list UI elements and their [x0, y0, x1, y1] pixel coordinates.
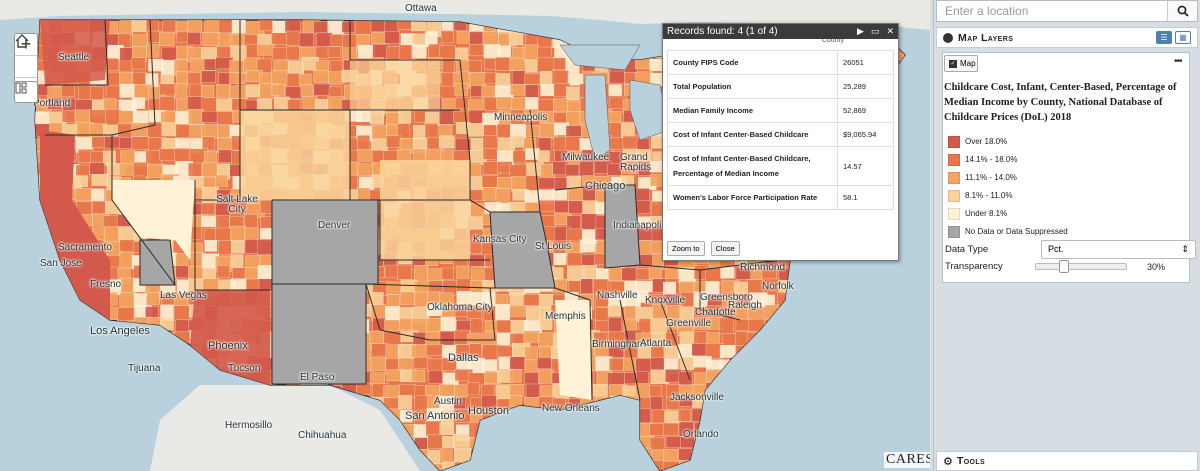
- map-layers-header[interactable]: Map Layers ☰ ▦: [936, 27, 1198, 48]
- legend-list: Over 18.0% 14.1% - 18.0% 11.1% - 14.0% 8.1%…: [948, 134, 1068, 242]
- legend-swatch: [948, 153, 960, 166]
- next-record-icon[interactable]: ▶: [857, 26, 864, 36]
- attribute-value: 52,869: [837, 98, 894, 123]
- map-layer-button[interactable]: ✓ Map: [944, 55, 978, 72]
- legend-item: Under 8.1%: [948, 206, 1068, 221]
- legend-label: Under 8.1%: [965, 209, 1008, 218]
- more-options-icon[interactable]: •••: [1174, 56, 1182, 67]
- map-canvas[interactable]: Seattle Portland Sacramento San Jose Fre…: [0, 0, 930, 471]
- location-search: Enter a location: [936, 0, 1198, 22]
- data-type-select[interactable]: Pct. ⇕: [1041, 240, 1196, 259]
- legend-item: Over 18.0%: [948, 134, 1068, 149]
- maximize-icon[interactable]: ▭: [870, 26, 880, 36]
- records-popup: Records found: 4 (1 of 4) ▶ ▭ ✕ County C…: [662, 23, 899, 261]
- attribute-value: $9,065.94: [837, 122, 894, 147]
- popup-footer: Zoom to Close: [667, 241, 740, 256]
- dark-regions: [40, 20, 270, 385]
- canada-land: [0, 0, 930, 30]
- close-button[interactable]: Close: [710, 241, 740, 256]
- attribute-key: County FIPS Code: [667, 50, 838, 75]
- gear-icon: ⚙: [943, 455, 953, 468]
- grid-view-icon[interactable]: ▦: [1175, 31, 1191, 44]
- tools-title: Tools: [956, 455, 986, 467]
- popup-header: Records found: 4 (1 of 4) ▶ ▭ ✕: [663, 24, 898, 39]
- legend-swatch: [948, 225, 960, 238]
- legend-label: 11.1% - 14.0%: [965, 173, 1017, 182]
- data-type-value: Pct.: [1048, 244, 1064, 254]
- home-icon: [15, 34, 29, 48]
- table-row: County FIPS Code 26051: [667, 50, 894, 75]
- transparency-label: Transparency: [945, 261, 1003, 272]
- map-layers-title: Map Layers: [958, 31, 1014, 44]
- data-type-label: Data Type: [945, 244, 989, 255]
- globe-icon: [943, 32, 953, 43]
- slider-handle[interactable]: [1058, 260, 1069, 273]
- no-data-areas: [139, 184, 641, 385]
- table-row: Total Population 25,289: [667, 74, 894, 99]
- attribute-table: County FIPS Code 26051 Total Population 25,…: [667, 50, 894, 210]
- light-regions: [112, 60, 592, 400]
- close-icon[interactable]: ✕: [886, 26, 894, 36]
- zoom-to-button[interactable]: Zoom to: [667, 241, 705, 256]
- mexico-land: [150, 385, 420, 471]
- attribute-key: Median Family Income: [667, 98, 838, 123]
- table-row: Women's Labor Force Participation Rate 58…: [667, 185, 894, 210]
- select-arrows-icon: ⇕: [1181, 244, 1189, 254]
- legend-label: No Data or Data Suppressed: [965, 227, 1068, 236]
- side-panel: Enter a location Map Layers ☰ ▦ ✓ Map ••…: [933, 0, 1200, 471]
- attribute-value: 14.57: [837, 146, 894, 186]
- transparency-slider[interactable]: [1035, 260, 1127, 273]
- attribute-key: Cost of Infant Center-Based Childcare, P…: [667, 146, 838, 186]
- legend-toggle-button[interactable]: [14, 81, 38, 103]
- partial-header: County: [821, 39, 844, 44]
- legend-icon: [15, 82, 27, 94]
- legend-swatch: [948, 135, 960, 148]
- home-button[interactable]: [15, 34, 37, 78]
- table-row: Median Family Income 52,869: [667, 98, 894, 123]
- legend-item: 14.1% - 18.0%: [948, 152, 1068, 167]
- tools-header[interactable]: ⚙ Tools: [936, 451, 1198, 471]
- attribute-value: 26051: [837, 50, 894, 75]
- table-row: Cost of Infant Center-Based Childcare, P…: [667, 146, 894, 186]
- legend-swatch: [948, 207, 960, 220]
- attribute-value: 58.1: [837, 185, 894, 210]
- search-icon: [1177, 5, 1189, 17]
- legend-swatch: [948, 189, 960, 202]
- map-button-label: Map: [960, 59, 976, 68]
- legend-item: 8.1% - 11.0%: [948, 188, 1068, 203]
- legend-swatch: [948, 171, 960, 184]
- data-type-row: Data Type Pct. ⇕: [945, 240, 1196, 259]
- legend-label: 8.1% - 11.0%: [965, 191, 1013, 200]
- legend-label: 14.1% - 18.0%: [965, 155, 1018, 164]
- legend-item: No Data or Data Suppressed: [948, 224, 1068, 239]
- list-view-icon[interactable]: ☰: [1156, 31, 1172, 44]
- attribute-key: Cost of Infant Center-Based Childcare: [667, 122, 838, 147]
- transparency-value: 30%: [1147, 261, 1166, 272]
- attribute-value: 25,289: [837, 74, 894, 99]
- popup-body[interactable]: County County FIPS Code 26051 Total Popula…: [667, 39, 894, 250]
- popup-title: Records found: 4 (1 of 4): [667, 26, 778, 37]
- checkbox-icon[interactable]: ✓: [949, 59, 957, 68]
- table-row: Cost of Infant Center-Based Childcare $9,…: [667, 122, 894, 147]
- legend-label: Over 18.0%: [965, 137, 1008, 146]
- legend-item: 11.1% - 14.0%: [948, 170, 1068, 185]
- transparency-row: Transparency 30%: [945, 260, 1185, 273]
- attribute-key: Total Population: [667, 74, 838, 99]
- location-input[interactable]: Enter a location: [945, 4, 1029, 18]
- search-button[interactable]: [1167, 1, 1197, 21]
- cares-logo: CARES: [884, 452, 930, 468]
- layer-title: Childcare Cost, Infant, Center-Based, Pe…: [944, 82, 1177, 123]
- attribute-key: Women's Labor Force Participation Rate: [667, 185, 838, 210]
- state-borders: [45, 19, 781, 401]
